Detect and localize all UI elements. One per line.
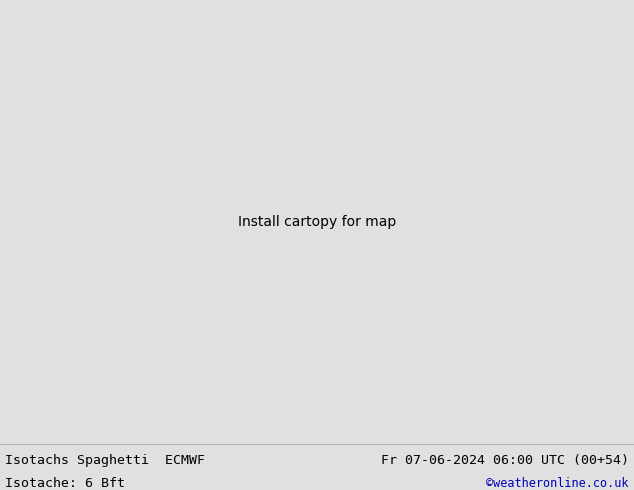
Text: ©weatheronline.co.uk: ©weatheronline.co.uk bbox=[486, 477, 629, 490]
Text: Install cartopy for map: Install cartopy for map bbox=[238, 215, 396, 229]
Text: Isotachs Spaghetti  ECMWF: Isotachs Spaghetti ECMWF bbox=[5, 454, 205, 466]
Text: Fr 07-06-2024 06:00 UTC (00+54): Fr 07-06-2024 06:00 UTC (00+54) bbox=[381, 454, 629, 466]
Text: Isotache: 6 Bft: Isotache: 6 Bft bbox=[5, 477, 125, 490]
